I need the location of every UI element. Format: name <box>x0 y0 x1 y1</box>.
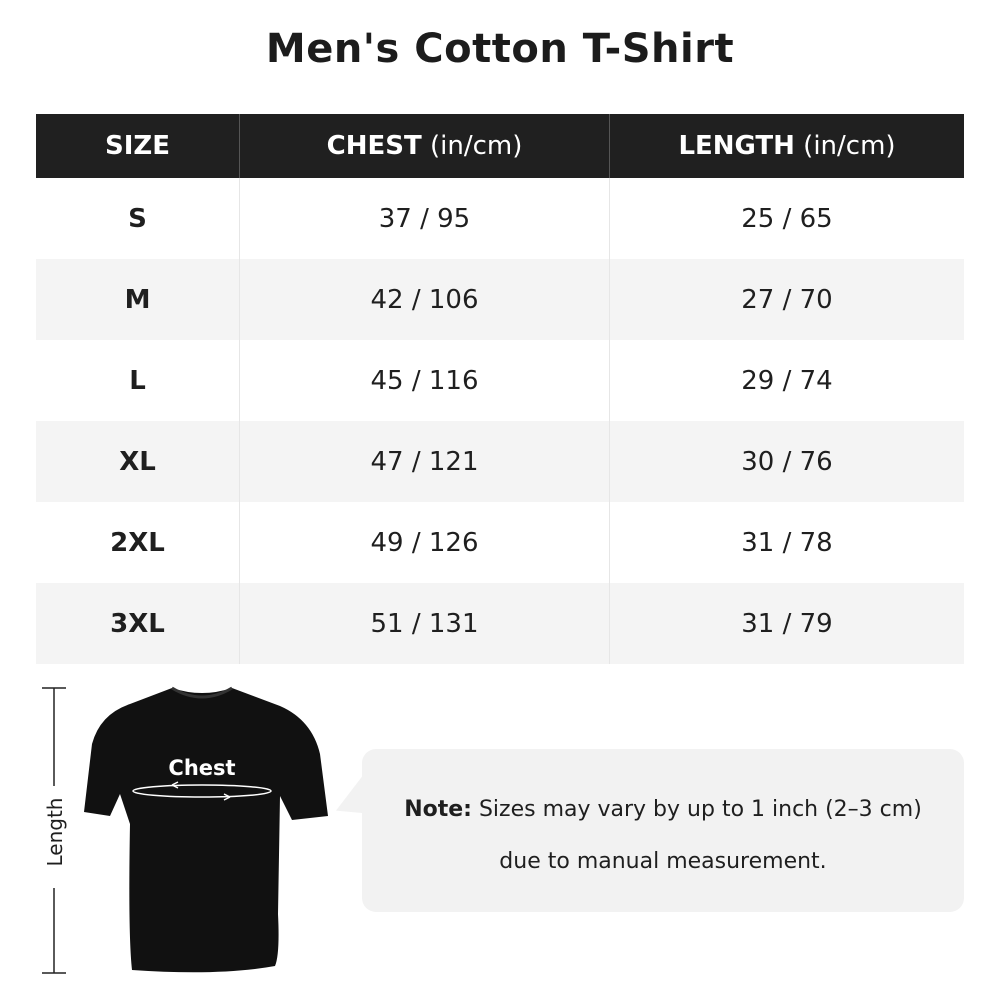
header-label: LENGTH <box>678 131 795 161</box>
note-bubble: Note: Sizes may vary by up to 1 inch (2–… <box>362 749 964 912</box>
size-cell: M <box>36 259 240 340</box>
page-title: Men's Cotton T-Shirt <box>265 26 735 72</box>
header-label: CHEST <box>326 131 422 161</box>
length-label: Length <box>43 797 67 867</box>
chest-cell: 47 / 121 <box>239 421 610 502</box>
chest-cell: 49 / 126 <box>239 502 610 583</box>
chest-cell: 42 / 106 <box>239 259 610 340</box>
header-length: LENGTH (in/cm) <box>609 114 964 178</box>
length-cell: 29 / 74 <box>741 365 833 396</box>
table-row: S 37 / 95 25 / 65 <box>36 178 964 259</box>
chest-measure-ellipse <box>132 784 272 798</box>
size-cell: 2XL <box>36 502 240 583</box>
length-cell: 31 / 79 <box>609 583 964 664</box>
chest-cell: 51 / 131 <box>239 583 610 664</box>
size-cell: L <box>36 340 240 421</box>
table-row: 2XL 49 / 126 31 / 78 <box>36 502 964 583</box>
note-line-2: due to manual measurement. <box>499 849 827 874</box>
size-chart-table: SIZE CHEST (in/cm) LENGTH (in/cm) S 37 / … <box>36 114 964 664</box>
header-size: SIZE <box>36 114 240 178</box>
length-line-icon <box>42 687 66 974</box>
length-cell: 25 / 65 <box>741 203 833 234</box>
header-label: SIZE <box>104 131 170 161</box>
header-unit: (in/cm) <box>794 131 896 161</box>
length-cell: 27 / 70 <box>609 259 964 340</box>
size-cell: S <box>36 178 240 259</box>
header-unit: (in/cm) <box>421 131 523 161</box>
chest-cell: 37 / 95 <box>239 178 610 259</box>
chest-cell: 45 / 116 <box>239 340 610 421</box>
header-chest: CHEST (in/cm) <box>239 114 610 178</box>
tshirt-icon <box>84 686 328 973</box>
table-row: 3XL 51 / 131 31 / 79 <box>36 583 964 664</box>
table-row: M 42 / 106 27 / 70 <box>36 259 964 340</box>
chest-label: Chest <box>168 756 236 780</box>
size-cell: 3XL <box>36 583 240 664</box>
note-text-1: Sizes may vary by up to 1 inch (2–3 cm) <box>471 797 922 822</box>
table-row: XL 47 / 121 30 / 76 <box>36 421 964 502</box>
length-cell: 31 / 78 <box>741 527 833 558</box>
table-row: L 45 / 116 29 / 74 <box>36 340 964 421</box>
length-cell: 30 / 76 <box>609 421 964 502</box>
note-label: Note: <box>404 797 472 822</box>
note-line-1: Note: Sizes may vary by up to 1 inch (2–… <box>362 797 964 822</box>
size-cell: XL <box>36 421 240 502</box>
table-header-row: SIZE CHEST (in/cm) LENGTH (in/cm) <box>36 114 964 178</box>
